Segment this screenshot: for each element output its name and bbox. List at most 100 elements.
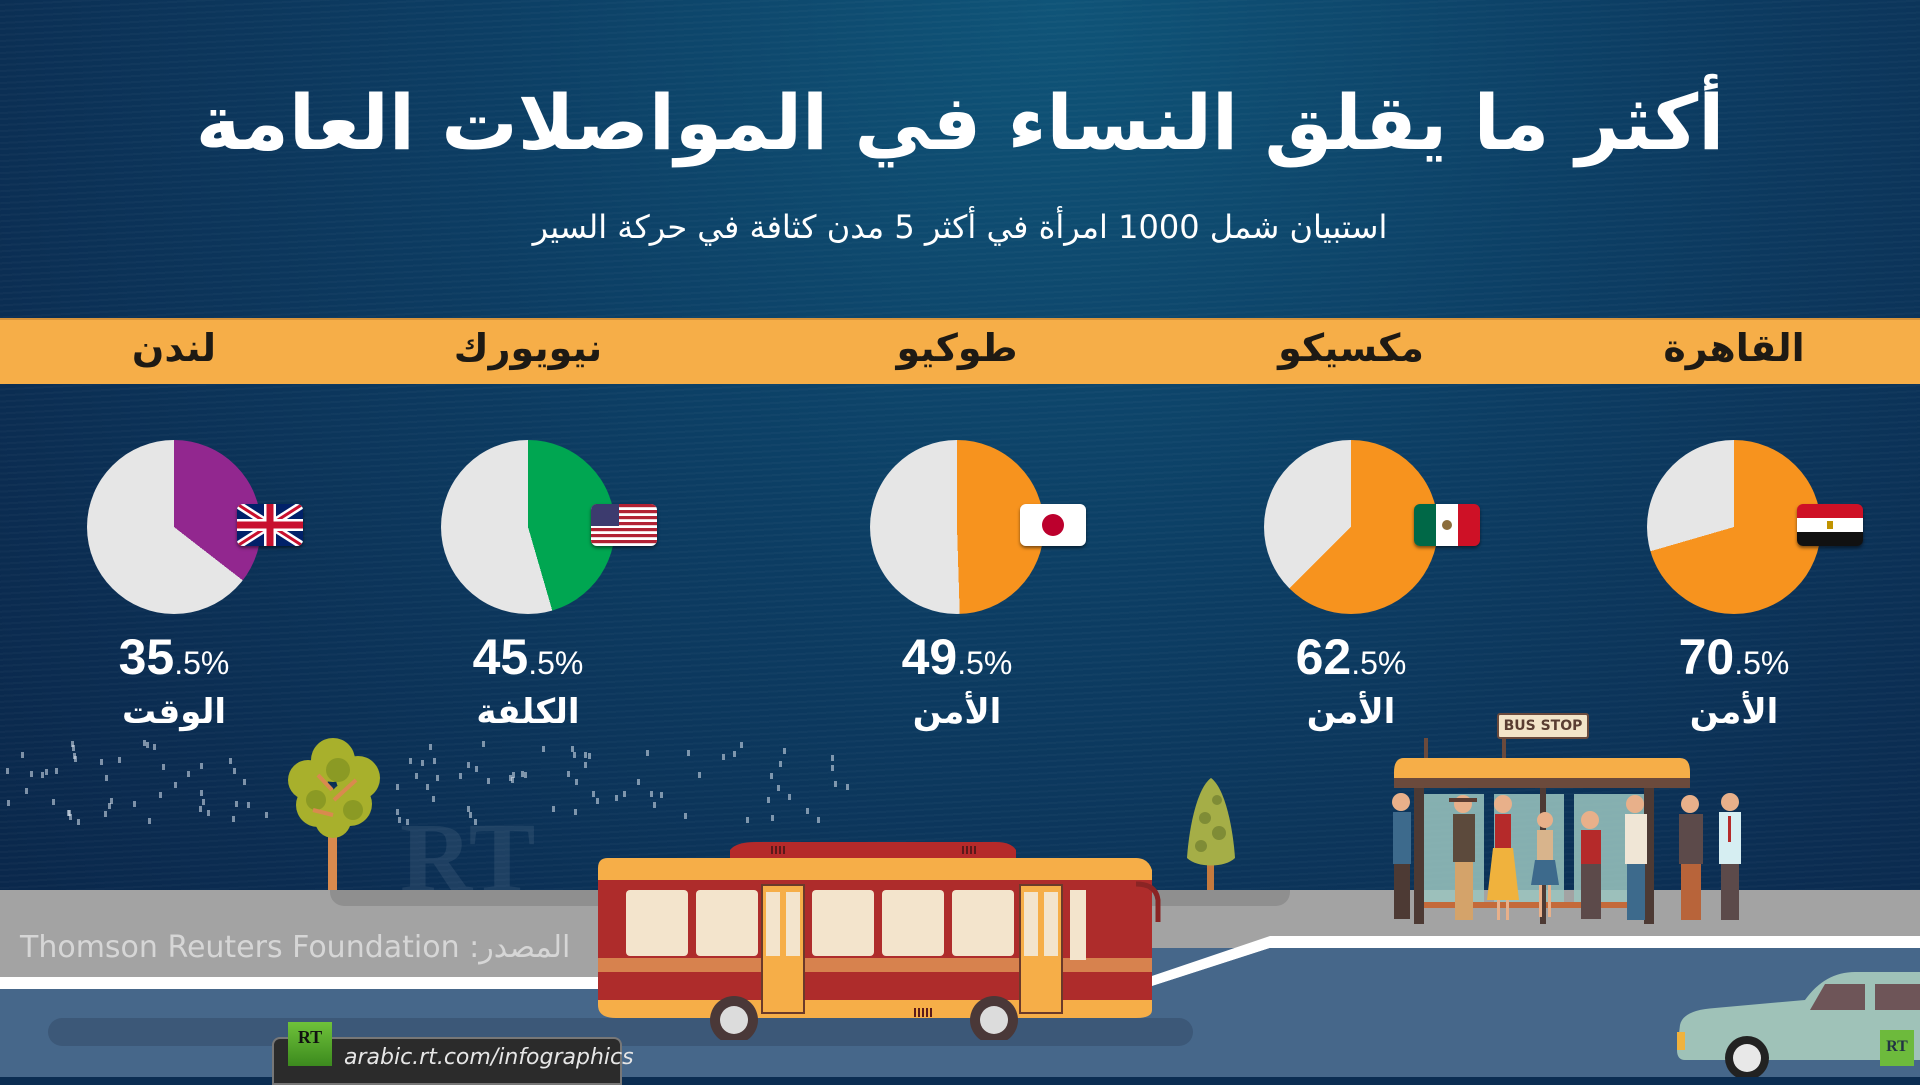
japan-flag-icon xyxy=(1020,504,1086,546)
city-light xyxy=(174,782,177,788)
bus-illustration xyxy=(598,842,1161,1040)
city-light xyxy=(524,772,527,778)
city-light xyxy=(467,762,470,768)
pie-slice xyxy=(441,440,615,614)
city-light xyxy=(779,761,782,767)
percent-value: 35.5% xyxy=(119,628,230,686)
usa-flag-icon xyxy=(591,504,657,546)
pie-chart xyxy=(1647,440,1863,614)
city-light xyxy=(846,784,849,790)
city-light xyxy=(436,775,439,781)
city-light xyxy=(45,769,48,775)
city-light xyxy=(767,797,770,803)
city-light xyxy=(511,777,514,783)
city-light xyxy=(243,779,246,785)
city-light xyxy=(482,741,485,747)
city-light xyxy=(584,752,587,758)
percent-value: 62.5% xyxy=(1296,628,1407,686)
city-light xyxy=(55,768,58,774)
city-light xyxy=(6,768,9,774)
city-light xyxy=(200,763,203,769)
city-light xyxy=(433,758,436,764)
city-light xyxy=(615,795,618,801)
city-light xyxy=(159,792,162,798)
city-light xyxy=(777,785,780,791)
city-light xyxy=(574,809,577,815)
city-light xyxy=(746,817,749,823)
city-light xyxy=(592,791,595,797)
percent-integer: 45 xyxy=(472,629,529,685)
city-light xyxy=(567,771,570,777)
concern-category: الوقت xyxy=(122,692,226,732)
concern-category: الأمن xyxy=(1306,692,1396,732)
city-light xyxy=(831,755,834,761)
city-name: لندن xyxy=(131,326,217,370)
curb xyxy=(1270,936,1920,948)
city-name: نيويورك xyxy=(453,326,603,370)
city-light xyxy=(72,745,75,751)
city-light xyxy=(646,750,649,756)
city-light xyxy=(571,746,574,752)
city-light xyxy=(71,741,74,747)
city-light xyxy=(584,762,587,768)
city-light xyxy=(146,742,149,748)
city-light xyxy=(199,806,202,812)
city-light xyxy=(575,779,578,785)
rt-corner-logo: RT xyxy=(1880,1030,1914,1066)
city-light xyxy=(74,756,77,762)
percent-decimal: .5% xyxy=(1351,645,1407,681)
pie-chart xyxy=(870,440,1086,614)
city-light xyxy=(421,760,424,766)
city-light xyxy=(162,764,165,770)
city-light xyxy=(521,771,524,777)
city-light xyxy=(25,788,28,794)
city-light xyxy=(687,750,690,756)
city-light xyxy=(588,753,591,759)
city-light xyxy=(459,773,462,779)
city-light xyxy=(475,766,478,772)
city-light xyxy=(596,798,599,804)
percent-value: 45.5% xyxy=(473,628,584,686)
city-light xyxy=(432,796,435,802)
percent-decimal: .5% xyxy=(174,645,230,681)
city-light xyxy=(187,771,190,777)
footer-url[interactable]: arabic.rt.com/infographics xyxy=(344,1045,634,1070)
city-light xyxy=(722,754,725,760)
city-light xyxy=(834,781,837,787)
city-light xyxy=(831,765,834,771)
city-light xyxy=(207,810,210,816)
city-name: طوكيو xyxy=(896,326,1018,370)
percent-decimal: .5% xyxy=(528,645,584,681)
percent-decimal: .5% xyxy=(957,645,1013,681)
concern-category: الأمن xyxy=(1689,692,1779,732)
city-light xyxy=(426,784,429,790)
city-light xyxy=(52,799,55,805)
city-lights-decoration xyxy=(0,740,880,860)
city-light xyxy=(21,752,24,758)
city-header-band xyxy=(0,318,1920,384)
percent-integer: 62 xyxy=(1295,629,1352,685)
pie-chart xyxy=(87,440,303,614)
curb-ramp xyxy=(1140,936,1280,990)
city-light xyxy=(100,759,103,765)
rt-logo: RT xyxy=(288,1022,332,1066)
city-light xyxy=(133,801,136,807)
city-light xyxy=(409,758,412,764)
city-light xyxy=(143,740,146,746)
source-credit: Thomson Reuters Foundation :المصدر xyxy=(20,930,571,965)
city-light xyxy=(650,791,653,797)
city-light xyxy=(542,746,545,752)
city-light xyxy=(684,813,687,819)
pie-slice xyxy=(87,440,261,614)
city-light xyxy=(41,772,44,778)
city-light xyxy=(232,816,235,822)
city-light xyxy=(487,778,490,784)
city-light xyxy=(202,799,205,805)
uk-flag-icon xyxy=(237,504,303,546)
city-light xyxy=(233,768,236,774)
city-light xyxy=(229,758,232,764)
city-light xyxy=(469,812,472,818)
tree-icon xyxy=(288,738,380,892)
city-light xyxy=(740,742,743,748)
car-illustration xyxy=(1677,972,1920,1077)
